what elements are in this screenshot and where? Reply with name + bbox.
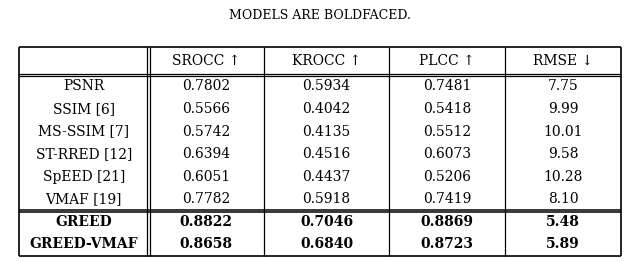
Text: 0.6051: 0.6051: [182, 170, 230, 184]
Text: 0.6840: 0.6840: [300, 238, 353, 252]
Text: 9.99: 9.99: [548, 102, 579, 116]
Text: MS-SSIM [7]: MS-SSIM [7]: [38, 124, 129, 139]
Text: 0.8869: 0.8869: [420, 215, 474, 229]
Text: 0.6394: 0.6394: [182, 147, 230, 161]
Text: 10.01: 10.01: [543, 124, 583, 139]
Text: GREED-VMAF: GREED-VMAF: [29, 238, 138, 252]
Text: SpEED [21]: SpEED [21]: [43, 170, 125, 184]
Text: 0.7782: 0.7782: [182, 192, 230, 206]
Text: 5.48: 5.48: [546, 215, 580, 229]
Text: 0.5418: 0.5418: [423, 102, 472, 116]
Text: 0.5512: 0.5512: [423, 124, 471, 139]
Text: 0.5566: 0.5566: [182, 102, 230, 116]
Text: 0.4042: 0.4042: [303, 102, 351, 116]
Text: 0.5918: 0.5918: [303, 192, 351, 206]
Text: 0.6073: 0.6073: [423, 147, 471, 161]
Text: 0.4437: 0.4437: [303, 170, 351, 184]
Text: 0.7046: 0.7046: [300, 215, 353, 229]
Text: 8.10: 8.10: [548, 192, 579, 206]
Text: ST-RRED [12]: ST-RRED [12]: [36, 147, 132, 161]
Text: 0.8658: 0.8658: [180, 238, 233, 252]
Text: 0.4135: 0.4135: [303, 124, 351, 139]
Text: 0.7481: 0.7481: [423, 79, 472, 93]
Text: 0.5206: 0.5206: [423, 170, 471, 184]
Text: 0.8822: 0.8822: [180, 215, 233, 229]
Text: RMSE ↓: RMSE ↓: [533, 54, 593, 68]
Text: SROCC ↑: SROCC ↑: [172, 54, 241, 68]
Text: MODELS ARE BOLDFACED.: MODELS ARE BOLDFACED.: [229, 9, 411, 22]
Text: PSNR: PSNR: [63, 79, 104, 93]
Text: KROCC ↑: KROCC ↑: [292, 54, 361, 68]
Text: 0.4516: 0.4516: [303, 147, 351, 161]
Text: 0.7802: 0.7802: [182, 79, 230, 93]
Text: 0.5742: 0.5742: [182, 124, 230, 139]
Text: SSIM [6]: SSIM [6]: [53, 102, 115, 116]
Text: 5.89: 5.89: [546, 238, 580, 252]
Text: GREED: GREED: [56, 215, 112, 229]
Text: 0.5934: 0.5934: [303, 79, 351, 93]
Text: 9.58: 9.58: [548, 147, 579, 161]
Text: PLCC ↑: PLCC ↑: [419, 54, 475, 68]
Text: 0.8723: 0.8723: [420, 238, 474, 252]
Text: 0.7419: 0.7419: [423, 192, 472, 206]
Text: 7.75: 7.75: [548, 79, 579, 93]
Text: VMAF [19]: VMAF [19]: [45, 192, 122, 206]
Text: 10.28: 10.28: [543, 170, 583, 184]
